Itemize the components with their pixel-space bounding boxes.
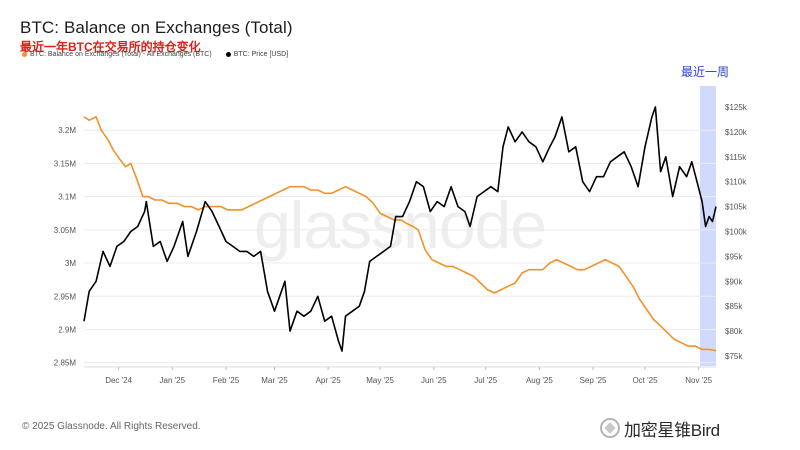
x-tick-label: Nov '25 (685, 376, 712, 385)
y-right-tick-label: $80k (725, 327, 743, 336)
x-tick-label: Mar '25 (261, 376, 288, 385)
x-tick-label: Jan '25 (160, 376, 186, 385)
y-left-tick-label: 3.1M (58, 193, 76, 202)
watermark-bottom-text: 加密星锥Bird (624, 420, 720, 440)
legend-swatch-price (225, 52, 231, 57)
x-tick-label: May '25 (366, 376, 394, 385)
legend-label-balance: BTC: Balance on Exchanges (Total) - All … (30, 51, 212, 58)
copyright-footer: © 2025 Glassnode. All Rights Reserved. (22, 421, 201, 432)
legend-label-price: BTC: Price [USD] (233, 51, 289, 58)
y-right-tick-label: $75k (725, 352, 743, 361)
x-tick-label: Jul '25 (474, 376, 497, 385)
series-line-balance (83, 116, 717, 352)
watermark-logo-icon (600, 418, 620, 438)
legend-item-balance[interactable]: BTC: Balance on Exchanges (Total) - All … (22, 51, 212, 58)
y-right-tick-label: $100k (725, 228, 748, 237)
x-tick-label: Aug '25 (526, 376, 553, 385)
chart-subtitle: 最近一年BTC在交易所的持仓变化 (20, 40, 201, 54)
y-right-tick-label: $105k (725, 203, 748, 212)
chart-title: BTC: Balance on Exchanges (Total) (20, 18, 293, 37)
x-tick-label: Sep '25 (580, 376, 607, 385)
chart-legend: BTC: Balance on Exchanges (Total) - All … (22, 51, 288, 58)
y-right-tick-label: $115k (725, 153, 747, 162)
highlight-band (699, 86, 716, 366)
y-right-tick-label: $125k (725, 103, 748, 112)
series-line-price (83, 106, 717, 352)
legend-item-price[interactable]: BTC: Price [USD] (225, 51, 289, 58)
y-right-tick-label: $110k (725, 178, 747, 187)
x-tick-label: Oct '25 (632, 376, 658, 385)
highlight-label: 最近一周 (681, 65, 729, 79)
y-left-tick-label: 2.95M (54, 292, 77, 301)
y-left-tick-label: 3.15M (54, 159, 77, 168)
y-right-tick-label: $90k (725, 277, 743, 286)
legend-swatch-balance (22, 52, 27, 57)
y-left-tick-label: 2.9M (58, 325, 76, 334)
watermark-bottom: 加密星锥Bird (600, 413, 796, 443)
watermark-glassnode: glassnode (254, 188, 546, 262)
x-tick-label: Dec '24 (105, 376, 132, 385)
y-right-tick-label: $95k (725, 252, 743, 261)
y-left-tick-label: 3.05M (54, 226, 77, 235)
x-tick-label: Apr '25 (316, 376, 342, 385)
y-right-tick-label: $120k (725, 128, 748, 137)
y-left-tick-label: 2.85M (54, 359, 77, 368)
y-left-tick-label: 3M (65, 259, 76, 268)
y-right-tick-label: $85k (725, 302, 743, 311)
x-tick-label: Feb '25 (213, 376, 240, 385)
x-tick-label: Jun '25 (421, 376, 447, 385)
y-left-tick-label: 3.2M (58, 126, 76, 135)
